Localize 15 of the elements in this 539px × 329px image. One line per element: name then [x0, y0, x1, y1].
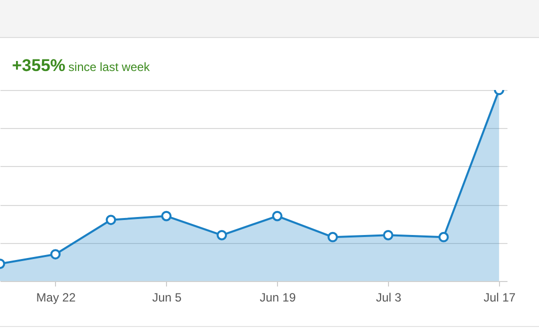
x-tick-label: Jun 5: [152, 290, 182, 304]
x-tick-label: May 22: [36, 290, 76, 304]
point: [438, 232, 449, 242]
point: [328, 232, 338, 242]
x-tick-label: Jul 3: [376, 290, 402, 304]
chart-title: +355%: [12, 56, 66, 75]
point: [216, 230, 227, 240]
point: [382, 230, 394, 240]
point: [161, 210, 172, 222]
x-tick-label: Jul 17: [484, 290, 516, 304]
point: [106, 214, 116, 226]
chart-subtitle: since last week: [68, 60, 150, 74]
x-tick-label: Jun 19: [260, 290, 296, 304]
point: [50, 249, 61, 260]
point: [272, 210, 282, 222]
